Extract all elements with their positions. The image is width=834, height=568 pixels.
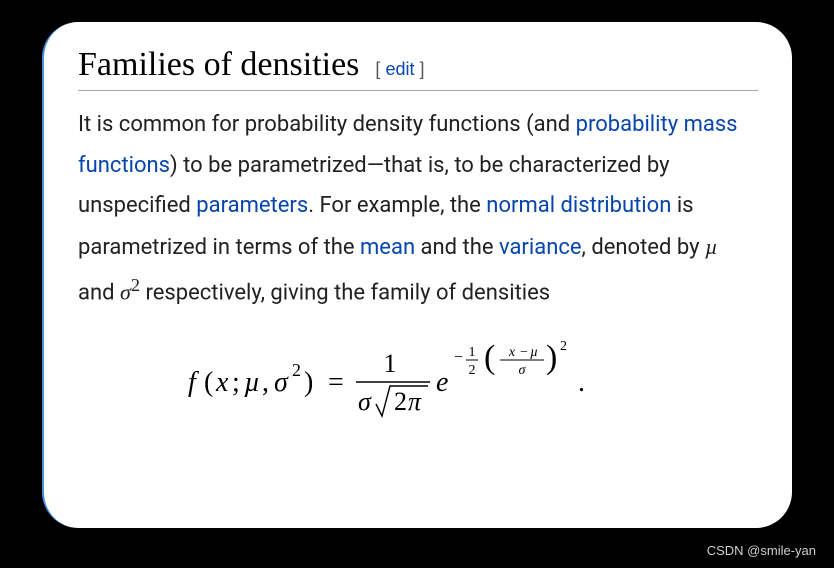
link-parameters[interactable]: parameters xyxy=(196,193,308,218)
bracket-right: ] xyxy=(420,59,425,79)
exp-half-num: 1 xyxy=(469,345,476,360)
article-card: Families of densities [ edit ] It is com… xyxy=(42,22,792,528)
formula-sigma-sq: 2 xyxy=(292,360,301,380)
formula-two-den: 2 xyxy=(394,387,407,416)
text-run: It is common for probability density fun… xyxy=(78,112,576,137)
watermark: CSDN @smile-yan xyxy=(707,543,816,558)
exp-mu: µ xyxy=(530,345,538,360)
bracket-left: [ xyxy=(375,59,380,79)
exp-sq: 2 xyxy=(560,339,567,354)
density-formula: f ( x ; µ , σ 2 ) = 1 σ 2 π e − 1 2 xyxy=(78,336,758,426)
link-variance[interactable]: variance xyxy=(499,235,582,260)
section-heading: Families of densities xyxy=(78,46,359,84)
formula-svg: f ( x ; µ , σ 2 ) = 1 σ 2 π e − 1 2 xyxy=(158,336,678,426)
svg-text:−: − xyxy=(454,349,463,366)
exp-sigma: σ xyxy=(519,363,527,378)
formula-pi: π xyxy=(408,387,422,416)
svg-text:(: ( xyxy=(484,339,495,376)
svg-text:): ) xyxy=(546,339,557,376)
formula-sigma: σ xyxy=(274,367,289,398)
svg-text:,: , xyxy=(262,367,269,398)
formula-sigma-den: σ xyxy=(358,387,372,416)
sigma-exponent: 2 xyxy=(131,275,140,295)
text-run: and xyxy=(78,280,120,305)
exp-x: x xyxy=(508,345,516,360)
svg-text:;: ; xyxy=(232,367,240,398)
formula-eq: = xyxy=(328,367,344,398)
svg-text:−: − xyxy=(520,345,528,360)
formula-f: f xyxy=(188,367,199,398)
formula-e: e xyxy=(436,367,448,398)
edit-bracket-group: [ edit ] xyxy=(375,59,424,80)
text-run: . For example, the xyxy=(308,193,486,218)
formula-mu: µ xyxy=(244,367,260,398)
link-normal-distribution[interactable]: normal distribution xyxy=(486,193,671,218)
heading-row: Families of densities [ edit ] xyxy=(78,46,758,91)
mu-symbol: µ xyxy=(705,234,718,259)
sigma-symbol: σ xyxy=(120,279,131,304)
svg-text:(: ( xyxy=(204,367,213,398)
text-run: and the xyxy=(415,235,499,260)
text-run: , denoted by xyxy=(582,235,705,260)
edit-link[interactable]: edit xyxy=(385,59,414,79)
link-mean[interactable]: mean xyxy=(360,235,415,260)
body-paragraph: It is common for probability density fun… xyxy=(78,105,758,314)
svg-text:): ) xyxy=(304,367,313,398)
formula-one: 1 xyxy=(384,349,397,378)
formula-x: x xyxy=(215,367,229,398)
formula-period: . xyxy=(578,367,585,398)
exp-half-den: 2 xyxy=(469,363,476,378)
text-run: respectively, giving the family of densi… xyxy=(140,280,550,305)
